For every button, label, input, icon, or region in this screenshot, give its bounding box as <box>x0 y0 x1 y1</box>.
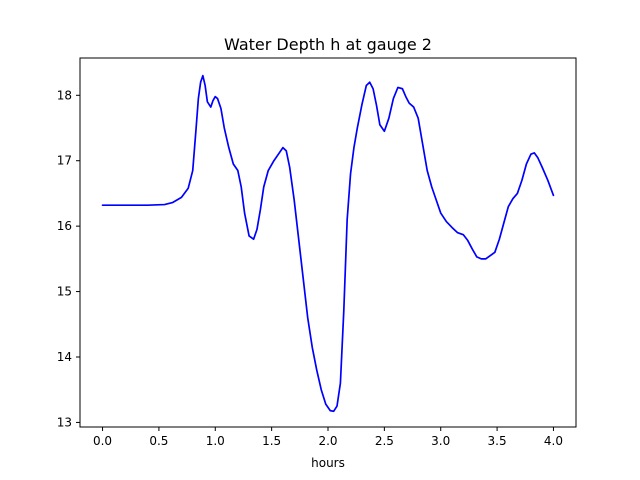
x-tick-label: 2.5 <box>375 434 394 448</box>
chart-title: Water Depth h at gauge 2 <box>224 35 432 54</box>
x-axis: 0.0 0.5 1.0 1.5 2.0 2.5 3.0 3.5 4.0 <box>93 427 563 448</box>
x-tick-label: 1.0 <box>206 434 225 448</box>
y-tick-label: 18 <box>57 88 72 102</box>
x-tick-label: 0.0 <box>93 434 112 448</box>
y-axis: 13 14 15 16 17 18 <box>57 88 80 429</box>
series-line-0 <box>101 74 555 413</box>
x-tick-label: 0.5 <box>149 434 168 448</box>
y-tick-label: 15 <box>57 285 72 299</box>
plot-area <box>101 74 555 413</box>
x-tick-label: 4.0 <box>544 434 563 448</box>
x-tick-label: 1.5 <box>262 434 281 448</box>
y-tick-label: 16 <box>57 219 72 233</box>
y-tick-label: 17 <box>57 154 72 168</box>
x-tick-label: 3.5 <box>488 434 507 448</box>
x-tick-label: 3.0 <box>431 434 450 448</box>
y-tick-label: 14 <box>57 350 72 364</box>
x-tick-label: 2.0 <box>318 434 337 448</box>
y-tick-label: 13 <box>57 415 72 429</box>
axes-frame <box>79 57 577 428</box>
x-axis-label: hours <box>311 456 345 470</box>
